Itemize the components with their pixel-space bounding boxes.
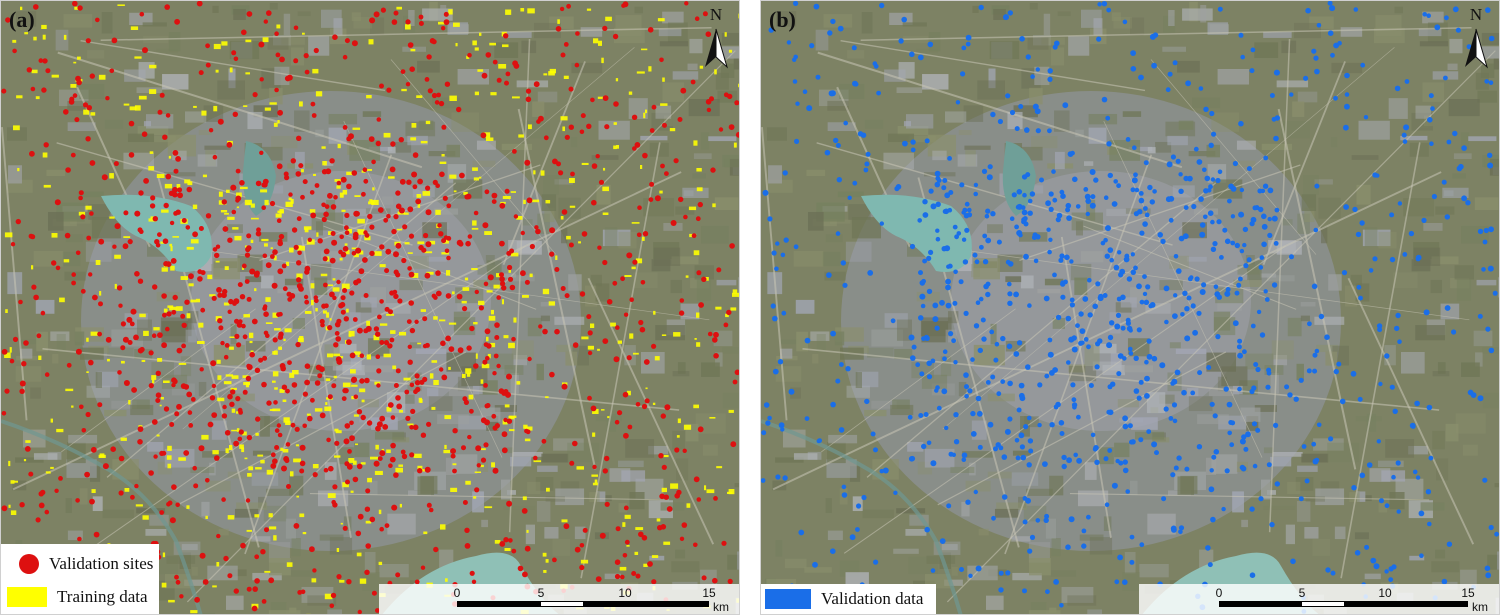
satellite-image-b [761, 1, 1499, 614]
scale-bar: 0 5 10 15 km [379, 584, 739, 614]
north-letter: N [709, 5, 723, 24]
legend: Validation sites Training data [1, 544, 159, 614]
scale-unit: km [1472, 600, 1488, 614]
validation-data-layer [761, 1, 1499, 614]
legend-item-validation-data: Validation data [761, 586, 923, 612]
blue-rect-icon [765, 589, 811, 609]
north-arrow: N [1459, 5, 1493, 71]
scale-tick: 5 [537, 586, 545, 600]
north-arrow-icon [705, 28, 728, 69]
north-letter: N [1469, 5, 1483, 24]
panel-label: (b) [769, 7, 796, 32]
scale-tick: 15 [702, 586, 716, 600]
scale-tick: 15 [1461, 586, 1475, 600]
legend-item-training-data: Training data [1, 584, 148, 610]
map-panel-b: (b) N Validation data 0 5 10 15 km [760, 0, 1500, 615]
scale-tick: 5 [1298, 586, 1306, 600]
scale-tick: 10 [1378, 586, 1392, 600]
north-arrow-icon [1465, 28, 1488, 69]
map-panel-a: (a) N Validation sites Training data 0 5… [0, 0, 740, 615]
scale-bar: 0 5 10 15 km [1139, 584, 1499, 614]
yellow-rect-icon [7, 587, 47, 607]
scale-tick: 0 [453, 586, 461, 600]
north-arrow: N [699, 5, 733, 71]
scale-tick: 0 [1215, 586, 1223, 600]
legend: Validation data [761, 584, 936, 614]
training-data-layer [4, 4, 739, 614]
panel-label: (a) [9, 7, 35, 32]
legend-item-validation-sites: Validation sites [1, 551, 153, 577]
legend-label: Validation data [821, 589, 924, 608]
legend-label: Validation sites [49, 554, 154, 573]
red-dot-icon [19, 554, 39, 574]
satellite-image-a [1, 1, 739, 614]
scale-unit: km [713, 600, 729, 614]
legend-label: Training data [57, 587, 148, 606]
scale-tick: 10 [618, 586, 632, 600]
